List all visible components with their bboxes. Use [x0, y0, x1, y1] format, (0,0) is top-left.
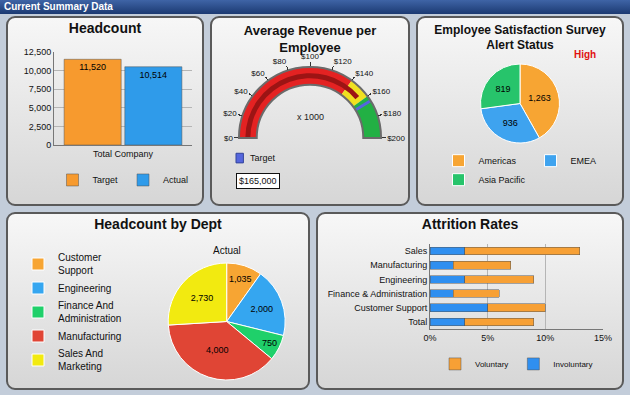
svg-text:$100: $100 — [301, 52, 319, 61]
svg-text:1,263: 1,263 — [528, 93, 551, 103]
svg-text:Finance AndAdministration: Finance AndAdministration — [58, 300, 121, 324]
svg-text:$120: $120 — [334, 57, 352, 66]
svg-text:$60: $60 — [251, 69, 265, 78]
svg-text:2,000: 2,000 — [251, 304, 274, 314]
svg-text:CustomerSupport: CustomerSupport — [58, 252, 102, 276]
svg-text:x 1000: x 1000 — [297, 112, 324, 122]
svg-text:$160: $160 — [372, 87, 390, 96]
svg-text:Asia Pacific: Asia Pacific — [479, 175, 526, 185]
svg-text:$40: $40 — [234, 87, 248, 96]
svg-text:High: High — [574, 49, 596, 60]
svg-text:Average Revenue perEmployee: Average Revenue perEmployee — [244, 23, 376, 55]
svg-text:Target: Target — [93, 175, 119, 185]
svg-text:Manufacturing: Manufacturing — [58, 331, 121, 342]
svg-text:$165,000: $165,000 — [239, 176, 277, 186]
svg-text:Voluntary: Voluntary — [475, 360, 508, 369]
svg-text:Total: Total — [408, 317, 427, 327]
svg-text:2,730: 2,730 — [191, 293, 214, 303]
svg-text:750: 750 — [262, 338, 277, 348]
svg-text:$0: $0 — [224, 134, 233, 143]
svg-text:Headcount by Dept: Headcount by Dept — [94, 216, 222, 232]
svg-text:$20: $20 — [223, 109, 237, 118]
svg-text:Sales AndMarketing: Sales AndMarketing — [58, 348, 103, 372]
svg-text:Customer Support: Customer Support — [354, 303, 428, 313]
svg-text:Actual: Actual — [213, 245, 241, 256]
svg-text:819: 819 — [496, 84, 511, 94]
svg-text:Engineering: Engineering — [58, 283, 111, 294]
svg-text:5%: 5% — [481, 333, 494, 343]
svg-text:Involuntary: Involuntary — [553, 360, 592, 369]
svg-text:$200: $200 — [387, 134, 405, 143]
svg-text:11,520: 11,520 — [79, 62, 106, 72]
svg-text:10,514: 10,514 — [140, 70, 168, 80]
svg-text:EMEA: EMEA — [571, 156, 597, 166]
svg-text:7,500: 7,500 — [29, 84, 52, 94]
svg-text:Attrition Rates: Attrition Rates — [422, 216, 519, 232]
svg-text:0: 0 — [46, 140, 51, 150]
svg-text:Manufacturing: Manufacturing — [370, 260, 427, 270]
svg-text:$180: $180 — [383, 109, 401, 118]
svg-text:12,500: 12,500 — [24, 47, 52, 57]
svg-text:10%: 10% — [536, 333, 554, 343]
svg-text:Employee Satisfaction SurveyAl: Employee Satisfaction SurveyAlert Status — [434, 23, 606, 53]
svg-text:Finance & Administration: Finance & Administration — [328, 289, 428, 299]
svg-text:$80: $80 — [273, 57, 287, 66]
svg-text:Total Company: Total Company — [93, 149, 154, 159]
svg-text:4,000: 4,000 — [206, 345, 229, 355]
svg-text:15%: 15% — [594, 333, 612, 343]
svg-text:0%: 0% — [423, 333, 436, 343]
svg-text:Sales: Sales — [405, 246, 428, 256]
svg-text:10,000: 10,000 — [24, 66, 52, 76]
svg-text:2,500: 2,500 — [29, 122, 52, 132]
svg-text:5,000: 5,000 — [29, 103, 52, 113]
svg-text:936: 936 — [503, 118, 518, 128]
svg-text:Engineering: Engineering — [379, 275, 427, 285]
svg-text:$140: $140 — [355, 69, 373, 78]
svg-text:Americas: Americas — [479, 156, 517, 166]
svg-text:1,035: 1,035 — [229, 274, 252, 284]
svg-text:Target: Target — [250, 153, 276, 163]
html-text:Current Summary Data: Current Summary Data — [4, 1, 113, 12]
svg-text:Headcount: Headcount — [69, 20, 142, 36]
svg-text:Actual: Actual — [163, 175, 188, 185]
